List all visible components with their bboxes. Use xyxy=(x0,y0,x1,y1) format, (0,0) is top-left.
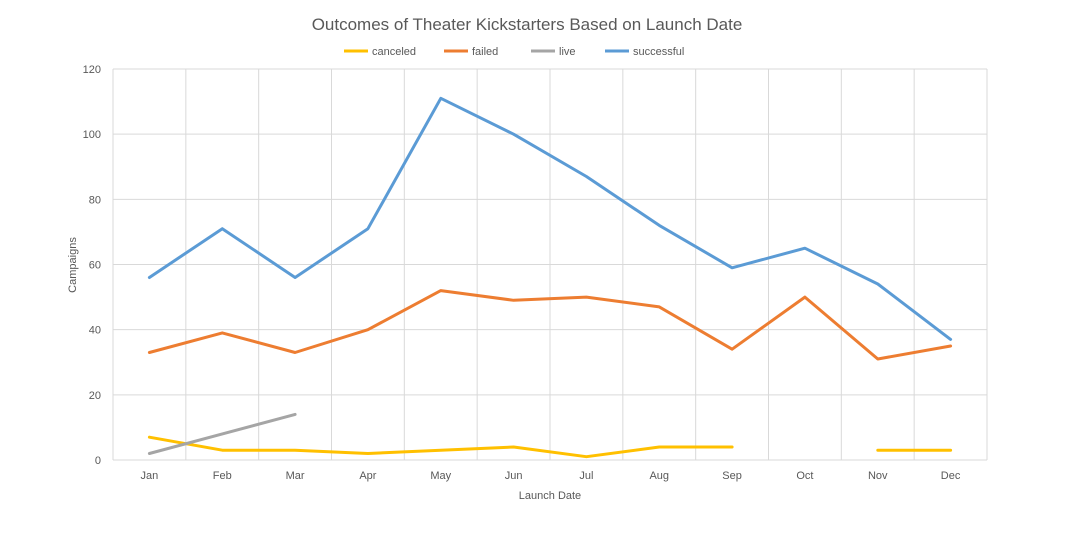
y-tick-label: 20 xyxy=(89,390,101,402)
legend-label: canceled xyxy=(372,46,416,58)
legend: canceled failed live successful xyxy=(344,46,684,58)
x-tick-label: Aug xyxy=(649,470,669,482)
y-axis-title: Campaigns xyxy=(67,237,79,293)
x-tick-label: Jan xyxy=(141,470,159,482)
x-tick-label: Mar xyxy=(286,470,305,482)
x-axis-title: Launch Date xyxy=(519,490,581,502)
legend-item-canceled: canceled xyxy=(344,46,416,58)
y-tick-label: 0 xyxy=(95,455,101,467)
x-tick-label: May xyxy=(430,470,451,482)
x-tick-label: Feb xyxy=(213,470,232,482)
x-tick-label: Apr xyxy=(359,470,376,482)
legend-item-failed: failed xyxy=(444,46,498,58)
x-tick-label: Oct xyxy=(796,470,813,482)
legend-label: failed xyxy=(472,46,498,58)
y-tick-label: 60 xyxy=(89,260,101,272)
x-axis-ticks: Jan Feb Mar Apr May Jun Jul Aug Sep Oct Nov Dec xyxy=(141,470,961,482)
legend-item-successful: successful xyxy=(605,46,684,58)
y-tick-label: 40 xyxy=(89,325,101,337)
legend-label: successful xyxy=(633,46,684,58)
series-live xyxy=(149,414,295,453)
y-tick-label: 120 xyxy=(83,64,101,76)
legend-label: live xyxy=(559,46,576,58)
series-line-live xyxy=(149,414,295,453)
y-tick-label: 100 xyxy=(83,129,101,141)
x-tick-label: Jul xyxy=(579,470,593,482)
chart-title: Outcomes of Theater Kickstarters Based o… xyxy=(312,15,743,34)
x-tick-label: Jun xyxy=(505,470,523,482)
x-tick-label: Sep xyxy=(722,470,742,482)
legend-item-live: live xyxy=(531,46,576,58)
x-tick-label: Nov xyxy=(868,470,888,482)
x-tick-label: Dec xyxy=(941,470,961,482)
gridlines xyxy=(113,69,987,460)
y-axis-ticks: 0 20 40 60 80 100 120 xyxy=(83,64,101,467)
y-tick-label: 80 xyxy=(89,194,101,206)
